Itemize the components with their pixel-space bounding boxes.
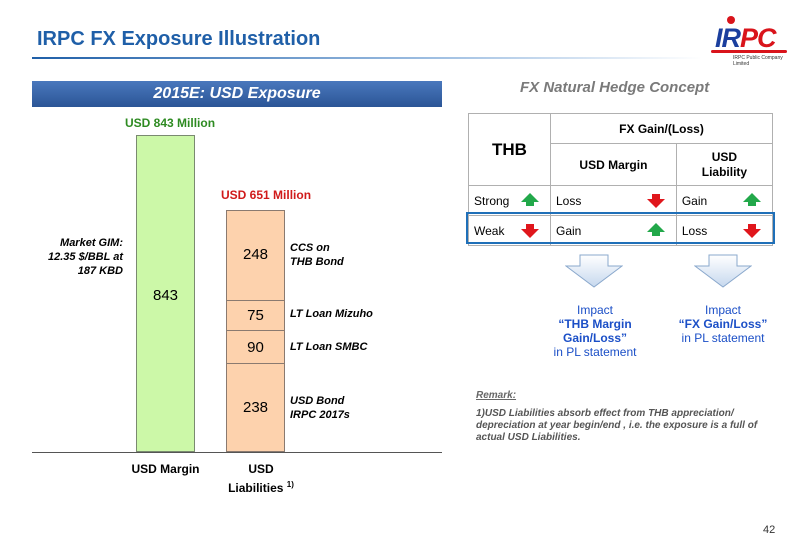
liability-segment-bond — [226, 363, 285, 452]
table-row-weak: Weak Gain Loss — [468, 215, 774, 246]
segment-label-line: USD Bond — [290, 395, 345, 407]
segment-label-smbc: LT Loan SMBC — [290, 341, 368, 353]
hedge-table: THB FX Gain/(Loss) USD Margin USD Liabil… — [468, 113, 774, 246]
logo-dot — [727, 16, 735, 24]
market-gim-label: Market GIM: 12.35 $/BBL at 187 KBD — [22, 236, 123, 278]
footnote-marker: 1) — [286, 480, 294, 489]
cell-margin-strong: Loss — [550, 185, 677, 216]
cell-text: Loss — [681, 223, 708, 238]
segment-label-bond: USD Bond IRPC 2017s — [290, 394, 350, 422]
impact-arrow-left-icon — [565, 254, 623, 288]
row-label-text: Strong — [474, 193, 510, 208]
segment-value-mizuho: 75 — [247, 307, 264, 324]
row-label-strong: Strong — [468, 185, 551, 216]
cell-text: Gain — [556, 223, 582, 238]
segment-label-ccs: CCS on THB Bond — [290, 241, 344, 269]
impact-line: Gain/Loss” — [562, 331, 627, 345]
arrow-down-icon — [646, 194, 665, 208]
cell-liability-weak: Loss — [675, 215, 774, 246]
usd-margin-value: 843 — [152, 287, 179, 304]
liability-segment-mizuho — [226, 300, 285, 331]
segment-value-bond: 238 — [242, 399, 269, 416]
usd-liability-header: USD Liability — [675, 143, 774, 186]
title-rule — [32, 57, 702, 59]
table-header-row: THB FX Gain/(Loss) — [468, 113, 773, 186]
hedge-concept-title: FX Natural Hedge Concept — [520, 79, 710, 96]
usd-margin-bar — [136, 135, 195, 452]
impact-line: Impact — [576, 303, 613, 317]
segment-label-line: THB Bond — [290, 256, 344, 268]
cell-text: Loss — [556, 193, 582, 208]
table-row-strong: Strong Loss Gain — [468, 185, 774, 216]
remark-title: Remark: — [476, 390, 517, 401]
market-gim-line: 187 KBD — [77, 265, 123, 277]
segment-label-line: CCS on — [290, 242, 330, 254]
arrow-up-icon — [521, 193, 539, 206]
usd-margin-header: USD Margin — [550, 143, 677, 186]
impact-line: in PL statement — [553, 345, 637, 359]
arrow-up-icon — [743, 193, 761, 206]
impact-fx-gain-loss: Impact “FX Gain/Loss” in PL statement — [668, 303, 778, 345]
irpc-logo: IRPC — [715, 23, 777, 54]
segment-value-smbc: 90 — [247, 339, 264, 356]
arrow-down-icon — [521, 224, 539, 238]
impact-line: “THB Margin — [558, 317, 632, 331]
header-line: Liability — [701, 164, 748, 179]
header-line: USD — [711, 149, 738, 164]
axis-label-usd-margin: USD Margin — [131, 462, 200, 476]
axis-label-line: Liabilities 1) — [216, 477, 306, 496]
fx-gain-loss-header: FX Gain/(Loss) — [550, 113, 773, 144]
market-gim-line: Market GIM: — [60, 237, 123, 249]
row-label-text: Weak — [474, 223, 505, 238]
cell-liability-strong: Gain — [675, 185, 774, 216]
remark-body: 1)USD Liabilities absorb effect from THB… — [476, 408, 758, 443]
axis-label-usd-liabilities: USD Liabilities 1) — [216, 462, 306, 496]
cell-text: Gain — [681, 193, 708, 208]
arrow-down-icon — [743, 224, 761, 238]
impact-line: Impact — [704, 303, 741, 317]
impact-line: “FX Gain/Loss” — [678, 317, 768, 331]
exposure-banner: 2015E: USD Exposure — [32, 81, 442, 107]
weak-row-highlight — [466, 212, 775, 244]
logo-text-red: PC — [740, 23, 777, 53]
segment-value-ccs: 248 — [242, 246, 269, 263]
impact-line: in PL statement — [681, 331, 765, 345]
axis-label-line: USD — [248, 462, 274, 476]
impact-thb-margin: Impact “THB Margin Gain/Loss” in PL stat… — [540, 303, 650, 359]
segment-label-mizuho: LT Loan Mizuho — [290, 308, 373, 320]
usd-margin-total: USD 843 Million — [125, 116, 216, 130]
logo-tagline: IRPC Public Company Limited — [733, 55, 783, 67]
axis-label-text: Liabilities — [228, 481, 284, 495]
arrow-up-icon — [646, 223, 665, 236]
liability-segment-ccs — [226, 210, 285, 301]
page-number: 42 — [763, 524, 776, 536]
segment-label-line: IRPC 2017s — [290, 409, 350, 421]
usd-liabilities-total: USD 651 Million — [221, 188, 312, 202]
thb-header: THB — [468, 113, 551, 186]
cell-margin-weak: Gain — [550, 215, 677, 246]
impact-arrow-right-icon — [694, 254, 752, 288]
row-label-weak: Weak — [468, 215, 551, 246]
baseline — [32, 452, 442, 453]
slide-title: IRPC FX Exposure Illustration — [37, 28, 321, 50]
market-gim-line: 12.35 $/BBL at — [47, 251, 123, 263]
logo-swoosh — [711, 50, 787, 53]
logo-text-blue: IR — [715, 23, 741, 53]
